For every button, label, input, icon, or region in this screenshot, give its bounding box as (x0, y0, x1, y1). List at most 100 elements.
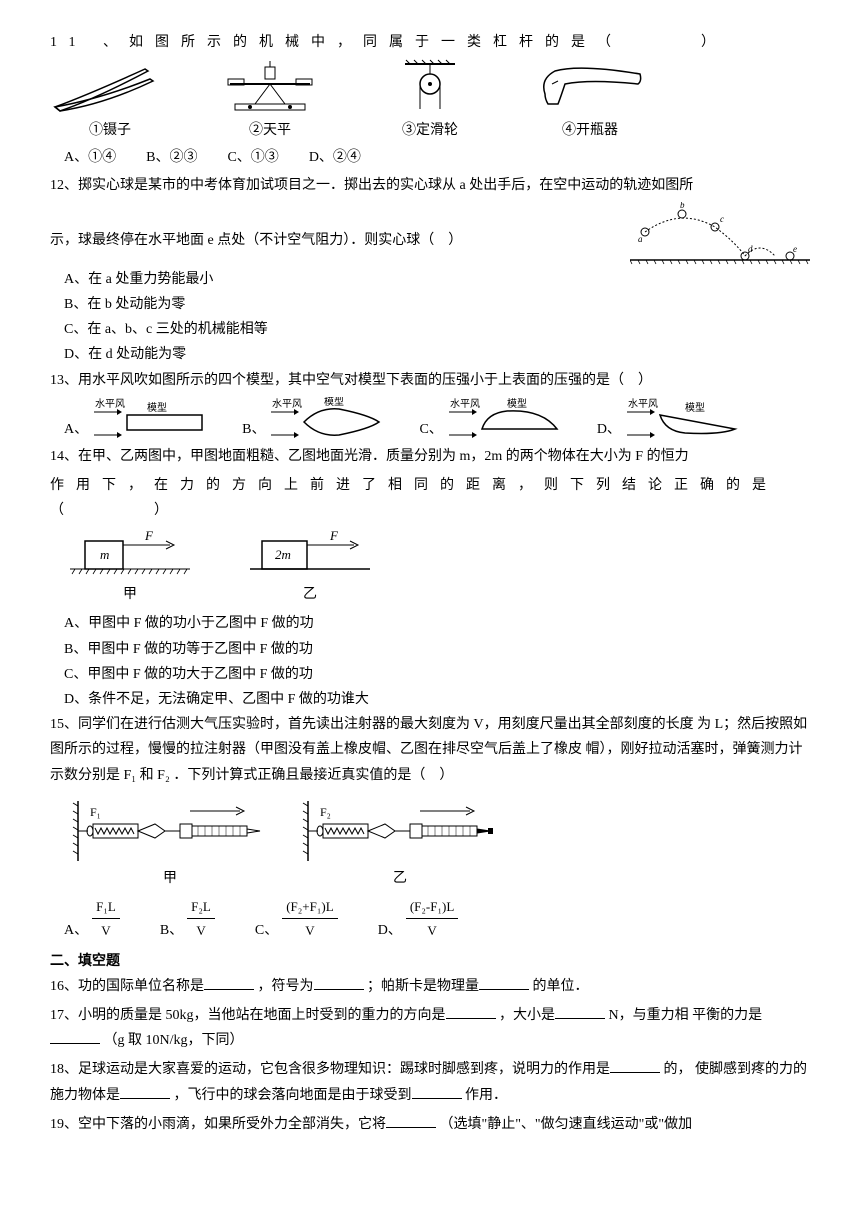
q16-blank1[interactable] (204, 975, 254, 990)
q12-opt-b: B、在 b 处动能为零 (64, 292, 810, 317)
question-15: 15、同学们在进行估测大气压实验时，首先读出注射器的最大刻度为 V，用刻度尺量出… (50, 712, 810, 788)
question-12: 12、掷实心球是某市的中考体育加试项目之一．掷出去的实心球从 a 处出手后，在空… (50, 173, 810, 198)
question-14: 14、在甲、乙两图中，甲图地面粗糙、乙图地面光滑．质量分别为 m，2m 的两个物… (50, 444, 810, 469)
question-18: 18、足球运动是大家喜爱的运动，它包含很多物理知识：踢球时脚感到疼，说明力的作用… (50, 1057, 810, 1107)
q13-opt-d: D、 (597, 417, 621, 442)
q18-blank1[interactable] (610, 1058, 660, 1073)
q16-p3: ；帕斯卡是物理量 (367, 979, 479, 994)
q14-images: m F 甲 2m F 乙 (70, 527, 810, 607)
q15-frac2-den: V (187, 919, 215, 942)
q15-frac3-num: (F₂+F₁)L (282, 895, 337, 919)
q13-choices: A、 水平风 模型 B、 水平风 模型 C、 水平风 模型 D、 (64, 397, 810, 442)
q18-p5: 作用． (465, 1088, 507, 1103)
svg-text:c: c (720, 214, 724, 224)
svg-text:模型: 模型 (147, 401, 167, 414)
svg-text:e: e (793, 244, 797, 254)
q14-img-jia: m F 甲 (70, 527, 190, 607)
q11-label-3: ③定滑轮 (370, 118, 490, 143)
svg-text:F: F (144, 528, 154, 543)
q13-model-a: 水平风 模型 (92, 397, 212, 442)
q14-opt-b: B、甲图中 F 做的功等于乙图中 F 做的功 (64, 637, 810, 662)
q13-choice-d: D、 水平风 模型 (597, 397, 745, 442)
q14-opt-a: A、甲图中 F 做的功小于乙图中 F 做的功 (64, 611, 810, 636)
q13-model-c: 水平风 模型 (447, 397, 567, 442)
svg-text:a: a (638, 234, 643, 244)
svg-text:F₁: F₁ (90, 805, 101, 819)
q11-img-balance (210, 59, 330, 114)
svg-text:F₂: F₂ (320, 805, 331, 819)
question-16: 16、功的国际单位名称是 ，符号为 ；帕斯卡是物理量 的单位． (50, 974, 810, 999)
section-2-title: 二、填空题 (50, 949, 810, 974)
q13-text: 13、用水平风吹如图所示的四个模型，其中空气对模型下表面的压强小于上表面的压强的… (50, 373, 652, 388)
question-19: 19、空中下落的小雨滴，如果所受外力全部消失，它将 （选填"静止"、"做匀速直线… (50, 1112, 810, 1137)
q15-opt-b: B、 (160, 918, 183, 943)
q11-img-bottle-opener (530, 59, 650, 114)
q14-yi-label: 乙 (250, 582, 370, 607)
q17-p3: N，与重力相 (609, 1008, 689, 1023)
q15-frac4-num: (F₂-F₁)L (406, 895, 458, 919)
q13-opt-b: B、 (242, 417, 265, 442)
q11-label-1: ①镊子 (50, 118, 170, 143)
q19-blank1[interactable] (386, 1113, 436, 1128)
q14-jia-label: 甲 (70, 582, 190, 607)
q11-img-pulley (370, 59, 490, 114)
q15-choice-b: B、 F₂LV (160, 895, 215, 943)
q11-options: A、①④ B、②③ C、①③ D、②④ (64, 145, 810, 170)
q11-opt-c: C、①③ (227, 145, 278, 170)
q11-img-tweezers (50, 59, 170, 114)
q13-choice-c: C、 水平风 模型 (419, 397, 566, 442)
svg-text:d: d (748, 244, 753, 254)
svg-text:模型: 模型 (685, 401, 705, 414)
q15-images: F₁ 甲 F₂ (70, 796, 810, 891)
q14-text2: 作用下，在力的方向上前进了相同的距离，则下列结论正确的是（ ） (50, 478, 778, 518)
q16-p1: 16、功的国际单位名称是 (50, 979, 204, 994)
q15-frac4-den: V (406, 919, 458, 942)
svg-text:b: b (680, 202, 685, 210)
question-11: 11 、如图所示的机械中，同属于一类杠杆的是（ ） (50, 30, 810, 55)
q14-opt-d: D、条件不足，无法确定甲、乙图中 F 做的功谁大 (64, 687, 810, 712)
q17-blank1[interactable] (446, 1004, 496, 1019)
svg-text:m: m (100, 547, 109, 562)
q11-opt-b: B、②③ (146, 145, 197, 170)
q18-blank2[interactable] (120, 1084, 170, 1099)
q15-choice-d: D、 (F₂-F₁)LV (378, 895, 459, 943)
q14-img-yi: 2m F 乙 (250, 527, 370, 607)
q11-images (50, 59, 810, 114)
q13-choice-b: B、 水平风 模型 (242, 397, 389, 442)
q11-text: 11 、如图所示的机械中，同属于一类杠杆的是（ ） (50, 35, 727, 50)
q13-choice-a: A、 水平风 模型 (64, 397, 212, 442)
q15-yi-label: 乙 (300, 866, 500, 891)
q17-blank2[interactable] (555, 1004, 605, 1019)
q14-opt-c: C、甲图中 F 做的功大于乙图中 F 做的功 (64, 662, 810, 687)
q13-model-d: 水平风 模型 (625, 397, 745, 442)
q15-img-yi: F₂ 乙 (300, 796, 500, 891)
q15-opt-d: D、 (378, 918, 402, 943)
q19-p2: （选填"静止"、"做匀速直线运动"或"做加 (440, 1117, 693, 1132)
q15-img-jia: F₁ 甲 (70, 796, 270, 891)
q16-p2: ，符号为 (258, 979, 314, 994)
q16-p4: 的单位． (533, 979, 589, 994)
q17-p5: （g 取 10N/kg，下同） (104, 1033, 244, 1048)
q15-jia-label: 甲 (70, 866, 270, 891)
q12-text1: 12、掷实心球是某市的中考体育加试项目之一．掷出去的实心球从 a 处出手后，在空… (50, 178, 693, 193)
q17-blank3[interactable] (50, 1029, 100, 1044)
svg-text:水平风: 水平风 (95, 398, 125, 410)
q12-text2: 示，球最终停在水平地面 e 点处（不计空气阻力）．则实心球（ ） (50, 233, 462, 248)
q15-frac1-den: V (92, 919, 120, 942)
svg-text:模型: 模型 (507, 397, 527, 410)
q15-text1: 15、同学们在进行估测大气压实验时，首先读出注射器的最大刻度为 V，用刻度尺量出… (50, 717, 694, 732)
q15-opt-c: C、 (255, 918, 278, 943)
svg-text:2m: 2m (275, 547, 291, 562)
q16-blank3[interactable] (479, 975, 529, 990)
q16-blank2[interactable] (314, 975, 364, 990)
q15-opt-a: A、 (64, 918, 88, 943)
q12-opt-a: A、在 a 处重力势能最小 (64, 267, 810, 292)
q15-choice-c: C、 (F₂+F₁)LV (255, 895, 338, 943)
question-13: 13、用水平风吹如图所示的四个模型，其中空气对模型下表面的压强小于上表面的压强的… (50, 368, 810, 393)
question-17: 17、小明的质量是 50kg，当他站在地面上时受到的重力的方向是 ，大小是 N，… (50, 1003, 810, 1053)
q12-opt-d: D、在 d 处动能为零 (64, 342, 810, 367)
q18-blank3[interactable] (412, 1084, 462, 1099)
q11-opt-a: A、①④ (64, 145, 116, 170)
q15-frac1-num: F₁L (92, 895, 120, 919)
q14-text1: 14、在甲、乙两图中，甲图地面粗糙、乙图地面光滑．质量分别为 m，2m 的两个物… (50, 449, 689, 464)
